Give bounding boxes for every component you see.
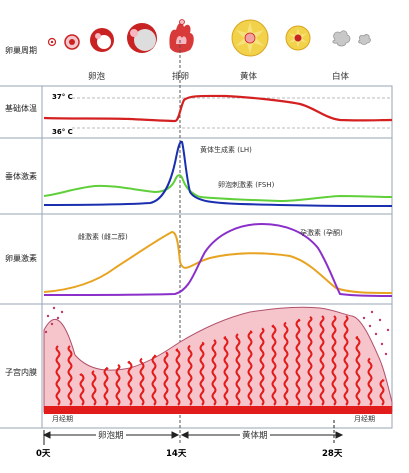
spiral-artery <box>283 321 289 406</box>
row-separators <box>0 85 42 429</box>
temp-low-label: 36° C <box>52 128 73 136</box>
spiral-artery <box>127 360 133 406</box>
follicle-primordial-icon <box>47 37 57 47</box>
corpus-luteum-regressing-icon <box>285 25 311 51</box>
spiral-artery <box>79 373 85 406</box>
menstrual-shedding-dots <box>44 306 390 356</box>
spiral-artery <box>103 366 109 406</box>
menses-label-left: 月经期 <box>52 415 73 423</box>
fsh-line <box>43 174 393 203</box>
spiral-artery <box>271 324 277 406</box>
spiral-artery <box>139 357 145 406</box>
row-label-pituitary-hormones: 垂体激素 <box>5 172 37 181</box>
shedding-dot <box>46 314 50 318</box>
shedding-dot <box>362 316 366 320</box>
day-28-label: 28天 <box>322 449 343 459</box>
stage-label-follicle: 卵泡 <box>88 72 106 82</box>
menses-label-right: 月经期 <box>354 415 375 423</box>
shedding-dot <box>50 322 54 326</box>
follicle-secondary-icon <box>90 28 114 52</box>
spiral-artery <box>151 354 157 406</box>
spiral-artery <box>367 357 373 406</box>
spiral-arteries <box>55 315 385 406</box>
day-0-label: 0天 <box>36 449 51 459</box>
shedding-dot <box>52 306 56 310</box>
spiral-artery <box>355 335 361 406</box>
corpus-luteum-icon <box>231 19 269 57</box>
spiral-artery <box>91 370 97 406</box>
endometrium-tissue <box>43 306 393 413</box>
follicle-mature-icon <box>127 23 157 53</box>
spiral-artery <box>163 351 169 406</box>
lh-line <box>43 140 392 207</box>
row-label-ovarian-cycle: 卵巢周期 <box>5 46 37 55</box>
ovary-stages-row <box>47 19 371 57</box>
spiral-artery <box>379 379 385 406</box>
ovarian-hormones-panel <box>43 222 393 297</box>
spiral-artery <box>319 315 325 406</box>
shedding-dot <box>60 310 64 314</box>
panel-temperature <box>41 85 393 139</box>
fsh-label: 卵泡刺激素 (FSH) <box>218 181 275 189</box>
panel-endometrium <box>41 303 393 429</box>
shedding-dot <box>370 310 374 314</box>
spiral-artery <box>247 330 253 406</box>
stage-label-ovulation: 排卵 <box>172 72 190 82</box>
row-label-basal-temperature: 基础体温 <box>5 104 37 113</box>
spiral-artery <box>259 327 265 406</box>
spiral-artery <box>115 363 121 406</box>
spiral-artery <box>175 348 181 406</box>
shedding-dot <box>368 324 372 328</box>
luteal-phase-label: 黄体期 <box>240 429 270 441</box>
shedding-dot <box>374 332 378 336</box>
basal-temperature-line <box>43 94 393 123</box>
estrogen-line <box>43 230 393 294</box>
shedding-dot <box>386 328 390 332</box>
lh-label: 黄体生成素 (LH) <box>200 146 252 154</box>
spiral-artery <box>223 336 229 406</box>
shedding-dot <box>56 316 60 320</box>
progesterone-label: 孕激素 (孕酮) <box>300 229 343 237</box>
spiral-artery <box>211 339 217 406</box>
basal-layer <box>44 406 392 414</box>
shedding-dot <box>380 342 384 346</box>
endometrium-panel <box>43 306 393 414</box>
spiral-artery <box>295 318 301 406</box>
stage-label-corpus-luteum: 黄体 <box>240 72 258 82</box>
corpus-albicans-icon <box>332 30 371 47</box>
spiral-artery <box>307 315 313 406</box>
temp-high-label: 37° C <box>52 93 73 101</box>
shedding-dot <box>384 352 388 356</box>
day-14-label: 14天 <box>166 449 187 459</box>
pituitary-panel <box>43 140 393 207</box>
spiral-artery <box>55 345 61 406</box>
row-label-endometrium: 子宫内膜 <box>5 368 37 377</box>
spiral-artery <box>199 341 205 406</box>
spiral-artery <box>331 315 337 406</box>
temperature-panel <box>43 94 393 129</box>
shedding-dot <box>378 318 382 322</box>
timeline <box>42 420 344 445</box>
spiral-artery <box>67 345 73 406</box>
follicular-phase-label: 卵泡期 <box>96 429 126 441</box>
spiral-artery <box>187 344 193 406</box>
shedding-dot <box>44 330 48 334</box>
row-label-ovarian-hormones: 卵巢激素 <box>5 254 37 263</box>
panel-frames <box>41 85 393 429</box>
stage-label-corpus-albicans: 白体 <box>332 72 350 82</box>
spiral-artery <box>343 315 349 406</box>
progesterone-line <box>43 222 393 297</box>
estrogen-label: 雌激素 (雌二醇) <box>78 233 128 241</box>
spiral-artery <box>235 333 241 406</box>
ovulation-icon <box>169 19 194 53</box>
follicle-primary-icon <box>64 34 80 50</box>
